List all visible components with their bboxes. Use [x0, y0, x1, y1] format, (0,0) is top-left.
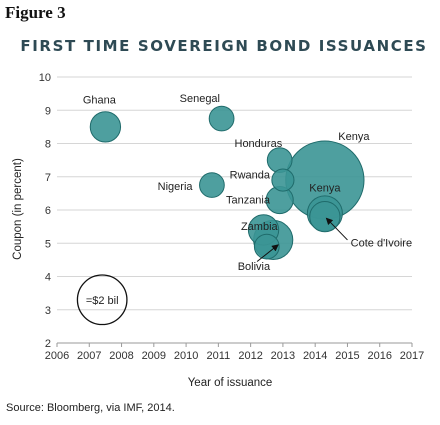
- x-tick-label: 2007: [77, 350, 101, 362]
- x-tick-label: 2008: [109, 350, 133, 362]
- country-label: Zambia: [241, 221, 279, 233]
- bubble-point: [271, 168, 295, 192]
- x-tick-label: 2012: [238, 350, 262, 362]
- country-label: Honduras: [235, 138, 283, 150]
- x-tick-label: 2009: [142, 350, 166, 362]
- x-tick-label: 2010: [174, 350, 198, 362]
- bubble-point: [208, 105, 235, 132]
- y-tick-label: 4: [45, 272, 51, 284]
- figure-label: Figure 3: [5, 3, 66, 22]
- country-label: Bolivia: [238, 261, 271, 273]
- x-tick-label: 2017: [400, 350, 424, 362]
- country-label: Nigeria: [158, 181, 194, 193]
- grid-layer: [57, 76, 412, 311]
- y-axis-label: Coupon (in percent): [12, 158, 24, 260]
- y-tick-label: 3: [45, 305, 51, 317]
- y-tick-label: 6: [45, 205, 51, 217]
- source-note: Source: Bloomberg, via IMF, 2014.: [6, 402, 175, 414]
- country-label: Rwanda: [230, 169, 271, 181]
- reference-bubble-label: =$2 bil: [86, 295, 119, 307]
- x-axis-label: Year of issuance: [188, 377, 273, 389]
- x-tick-label: 2013: [271, 350, 295, 362]
- leader-arrow: [256, 244, 279, 262]
- x-tick-label: 2011: [207, 350, 231, 362]
- country-label: Kenya: [338, 131, 370, 143]
- y-tick-label: 5: [45, 238, 51, 250]
- axis-layer: 2 3 4 5 6 7 8 9 10 2006 2007 2008 2009 2010 2011 2012 20…: [39, 72, 424, 362]
- bubble-point: [253, 233, 280, 260]
- y-tick-label: 9: [45, 105, 51, 117]
- x-tick-label: 2006: [45, 350, 69, 362]
- x-tick-label: 2014: [303, 350, 327, 362]
- bubble-point: [199, 172, 225, 198]
- x-tick-label: 2015: [335, 350, 359, 362]
- chart-title: FIRST TIME SOVEREIGN BOND ISSUANCES: [20, 37, 427, 55]
- y-tick-label: 7: [45, 172, 51, 184]
- bubble-layer: [76, 105, 365, 326]
- x-tick-label: 2016: [367, 350, 391, 362]
- country-label: Kenya: [309, 183, 341, 195]
- y-tick-label: 2: [45, 338, 51, 350]
- country-label: Ghana: [83, 95, 117, 107]
- country-label: Cote d'Ivoire: [351, 238, 412, 250]
- y-tick-label: 8: [45, 139, 51, 151]
- y-tick-label: 10: [39, 72, 51, 84]
- country-label: Tanzania: [226, 194, 271, 206]
- country-label: Senegal: [180, 93, 220, 105]
- bubble-point: [266, 147, 293, 173]
- bubble-point: [89, 111, 122, 143]
- leader-arrow: [325, 217, 348, 241]
- reference-bubble: [76, 274, 128, 326]
- label-layer: =$2 bil Ghana Senegal Honduras Kenya Nigeria R…: [83, 93, 412, 307]
